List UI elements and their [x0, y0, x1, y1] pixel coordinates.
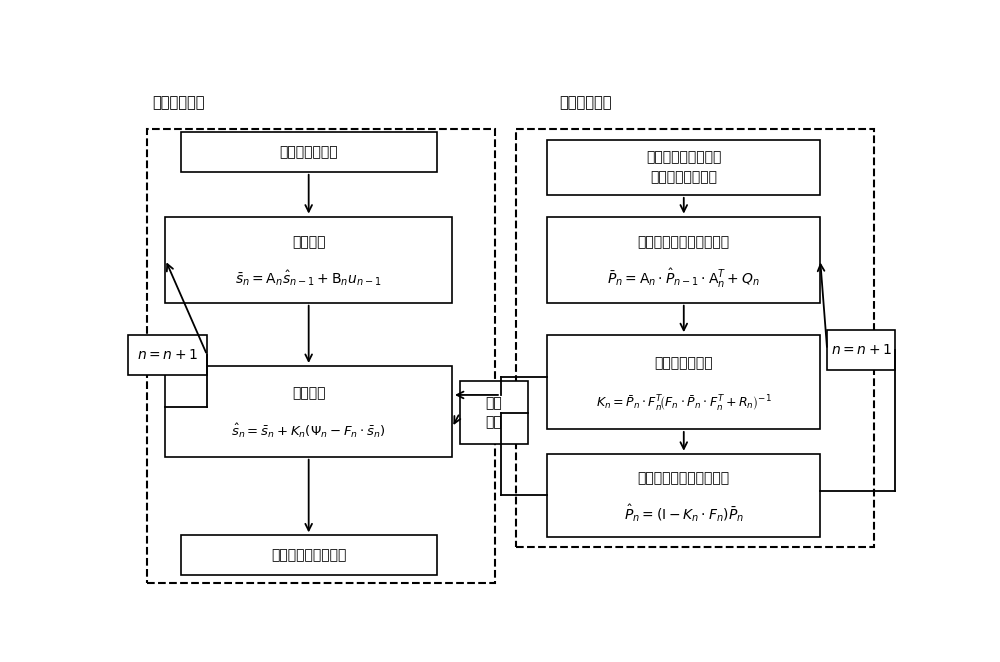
Bar — [547, 140, 820, 195]
Bar — [547, 216, 820, 303]
Bar — [165, 216, 452, 303]
Text: 滤波计算回路: 滤波计算回路 — [152, 95, 205, 110]
Text: $\bar{P}_n = \mathrm{A}_n \cdot \hat{P}_{n-1} \cdot \mathrm{A}_n^T + Q_n$: $\bar{P}_n = \mathrm{A}_n \cdot \hat{P}_… — [607, 267, 760, 290]
Text: 状态更新: 状态更新 — [292, 386, 325, 400]
Bar — [460, 381, 528, 444]
Text: $\hat{P}_n = \left(\mathrm{I} - K_n \cdot F_n\right)\bar{P}_n$: $\hat{P}_n = \left(\mathrm{I} - K_n \cdo… — [624, 502, 744, 524]
Text: 增益计算回路: 增益计算回路 — [559, 95, 612, 110]
Text: 状态向量初始化: 状态向量初始化 — [279, 145, 338, 159]
Text: $\hat{s}_n = \bar{s}_n + K_n\left(\Psi_n - F_n \cdot \bar{s}_n\right)$: $\hat{s}_n = \bar{s}_n + K_n\left(\Psi_n… — [231, 422, 386, 440]
Text: 状态向量协方差矩阵更新: 状态向量协方差矩阵更新 — [638, 471, 730, 486]
Bar — [516, 128, 874, 547]
Text: 输出状态向量更新值: 输出状态向量更新值 — [271, 548, 346, 562]
Text: 卡尔曼增益计算: 卡尔曼增益计算 — [654, 356, 713, 370]
Bar — [547, 335, 820, 429]
Text: 状态向量、测量向量
协方差矩阵初始化: 状态向量、测量向量 协方差矩阵初始化 — [646, 150, 721, 184]
Bar — [827, 330, 895, 370]
Text: 状态预测: 状态预测 — [292, 236, 325, 250]
Text: $n = n+1$: $n = n+1$ — [831, 343, 892, 357]
Bar — [181, 536, 437, 575]
Bar — [147, 128, 495, 583]
Bar — [165, 366, 452, 457]
Bar — [181, 132, 437, 172]
Text: 状态向量协方差矩阵预测: 状态向量协方差矩阵预测 — [638, 236, 730, 250]
Bar — [547, 453, 820, 537]
Text: $\bar{s}_n = \mathrm{A}_n\hat{s}_{n-1} + \mathrm{B}_n u_{n-1}$: $\bar{s}_n = \mathrm{A}_n\hat{s}_{n-1} +… — [235, 269, 382, 289]
Text: $n = n+1$: $n = n+1$ — [137, 348, 198, 362]
Bar — [128, 335, 207, 375]
Text: $K_n = \bar{P}_n \cdot F_n^T\!\left(F_n \cdot \bar{P}_n \cdot F_n^T + R_n\right): $K_n = \bar{P}_n \cdot F_n^T\!\left(F_n … — [596, 393, 772, 412]
Text: 测量
向量: 测量 向量 — [486, 396, 502, 430]
